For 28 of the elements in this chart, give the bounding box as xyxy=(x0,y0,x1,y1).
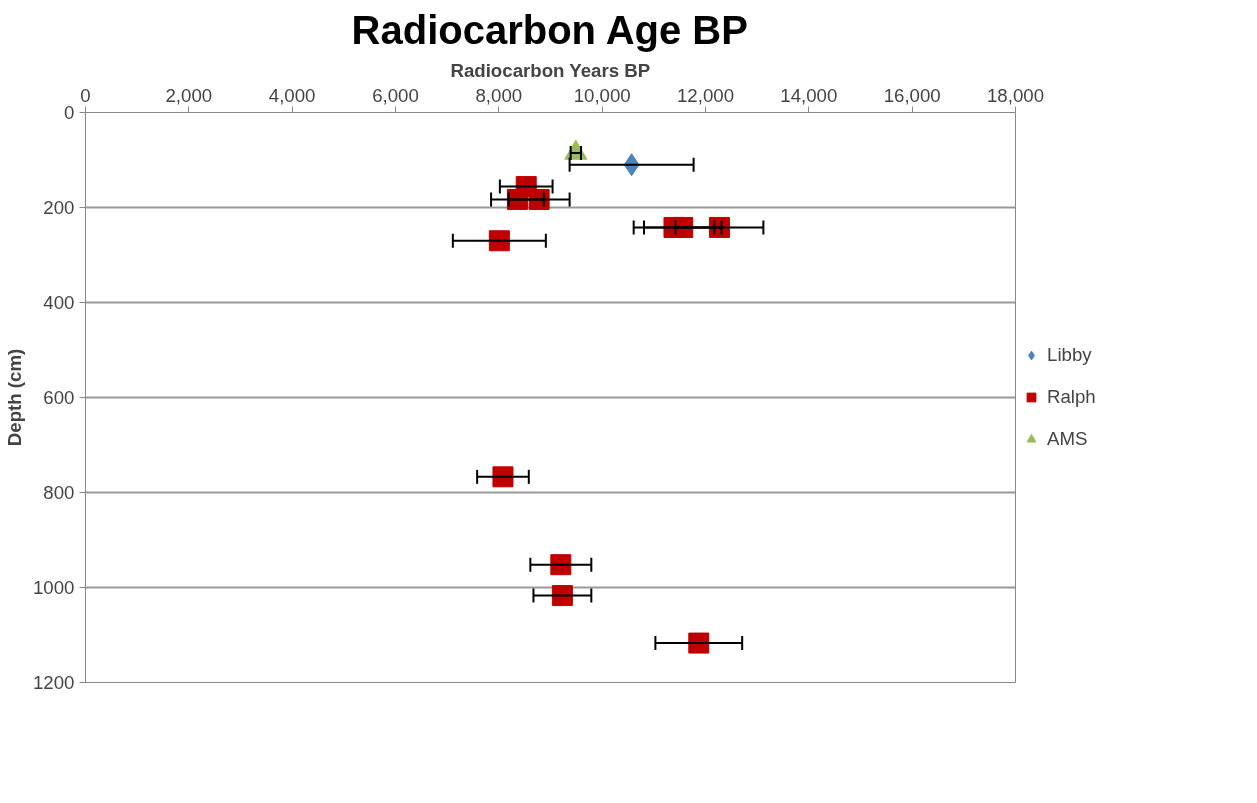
x-tick-label: 14,000 xyxy=(780,84,838,106)
x-tick-label: 0 xyxy=(80,84,91,106)
y-tick-label: 200 xyxy=(43,197,75,218)
y-axis-title: Depth (cm) xyxy=(4,348,25,447)
x-tick-label: 4,000 xyxy=(268,84,316,106)
point xyxy=(688,632,710,654)
point xyxy=(488,230,510,252)
x-tick-label: 2,000 xyxy=(165,84,213,106)
x-tick-label: 18,000 xyxy=(986,84,1045,106)
point xyxy=(492,466,514,488)
y-tick-label: 0 xyxy=(64,102,75,123)
x-tick-label: 16,000 xyxy=(883,84,941,106)
x-axis-title: Radiocarbon Years BP xyxy=(450,59,651,81)
y-tick-label: 1000 xyxy=(33,577,75,598)
x-tick-label: 6,000 xyxy=(372,84,419,106)
y-tick-label: 1200 xyxy=(33,672,75,693)
x-tick-label: 12,000 xyxy=(676,84,735,106)
y-tick-label: 800 xyxy=(43,482,75,503)
legend-label: AMS xyxy=(1047,428,1088,450)
point xyxy=(551,585,573,607)
y-tick-label: 400 xyxy=(43,292,75,313)
y-tick-label: 600 xyxy=(43,387,75,408)
point xyxy=(550,554,572,576)
chart-title: Radiocarbon Age BP xyxy=(351,7,748,52)
x-tick-label: 8,000 xyxy=(475,84,523,106)
legend-label: Libby xyxy=(1047,344,1092,366)
x-tick-label: 10,000 xyxy=(573,84,631,106)
legend-label: Ralph xyxy=(1047,386,1096,408)
